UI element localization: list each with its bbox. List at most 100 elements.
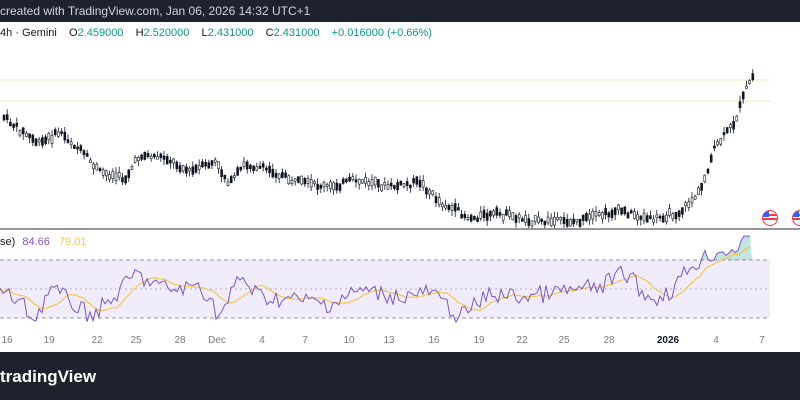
candle-body bbox=[377, 179, 380, 188]
candle-body bbox=[181, 165, 185, 172]
candle-body bbox=[703, 174, 707, 183]
candle-body bbox=[402, 183, 406, 188]
date-axis[interactable]: 16 19 22 25 28 Dec 4 7 10 13 16 19 22 25 28 2026 4 7 bbox=[0, 335, 800, 349]
candle-body bbox=[594, 211, 598, 217]
candle-body bbox=[316, 183, 319, 190]
candle-body bbox=[473, 216, 476, 221]
candle-body bbox=[335, 182, 339, 191]
close-label: C bbox=[265, 27, 274, 39]
candle-body bbox=[50, 135, 54, 144]
candle-body bbox=[741, 91, 745, 100]
candle-body bbox=[290, 179, 294, 184]
candle-body bbox=[204, 162, 207, 167]
candle-body bbox=[15, 122, 19, 127]
candle-body bbox=[47, 133, 51, 141]
candle-body bbox=[210, 160, 214, 166]
candle-body bbox=[197, 165, 201, 170]
close-value: 2.431000 bbox=[273, 27, 320, 39]
candle-body bbox=[729, 124, 732, 128]
candle-body bbox=[399, 180, 403, 186]
candle-body bbox=[367, 181, 371, 187]
candle-body bbox=[79, 145, 83, 151]
candle-body bbox=[188, 168, 191, 172]
candle-body bbox=[655, 214, 659, 218]
candle-body bbox=[137, 157, 140, 162]
date-tick: 28 bbox=[174, 335, 186, 346]
candle-body bbox=[89, 159, 92, 164]
candle-body bbox=[533, 215, 537, 222]
candle-body bbox=[476, 217, 479, 222]
candle-body bbox=[495, 207, 499, 216]
candle-body bbox=[617, 204, 620, 211]
top-credit-bar: created with TradingView.com, Jan 06, 20… bbox=[0, 0, 800, 22]
candle-body bbox=[111, 171, 115, 179]
candle-body bbox=[565, 219, 569, 227]
candle-body bbox=[719, 138, 723, 145]
candle-body bbox=[191, 166, 195, 175]
date-tick: 7 bbox=[759, 335, 765, 346]
candle-body bbox=[18, 130, 22, 136]
overbought-fill bbox=[700, 236, 752, 260]
candle-body bbox=[159, 153, 163, 158]
candle-body bbox=[373, 176, 377, 186]
candle-body bbox=[261, 163, 265, 168]
candle-body bbox=[178, 165, 182, 173]
candle-body bbox=[226, 181, 230, 186]
candle-body bbox=[92, 163, 95, 169]
candle-body bbox=[389, 182, 393, 187]
candle-body bbox=[674, 212, 678, 220]
candle-body bbox=[239, 166, 243, 171]
candle-body bbox=[591, 210, 595, 220]
us-flag-icon[interactable] bbox=[762, 210, 778, 226]
candle-body bbox=[2, 114, 6, 121]
candle-body bbox=[249, 164, 252, 169]
candle-body bbox=[185, 166, 188, 174]
candle-body bbox=[364, 177, 367, 184]
candle-body bbox=[329, 181, 332, 189]
candle-body bbox=[421, 180, 425, 188]
candle-body bbox=[668, 208, 671, 216]
rsi-ma-value: 79.01 bbox=[58, 236, 87, 248]
open-label: O bbox=[68, 27, 78, 39]
candle-body bbox=[306, 178, 310, 184]
candle-body bbox=[725, 127, 729, 134]
candle-body bbox=[85, 153, 89, 157]
candle-body bbox=[281, 172, 284, 179]
candle-body bbox=[73, 145, 76, 150]
candle-body bbox=[489, 210, 492, 217]
candle-body bbox=[447, 204, 451, 210]
candle-body bbox=[217, 161, 220, 169]
candle-body bbox=[268, 165, 271, 174]
candle-body bbox=[553, 216, 556, 226]
candle-body bbox=[82, 150, 86, 156]
candle-body bbox=[380, 184, 383, 192]
candle-body bbox=[463, 213, 467, 219]
candle-body bbox=[508, 210, 511, 217]
candle-body bbox=[537, 216, 540, 223]
candle-body bbox=[207, 162, 211, 169]
candle-body bbox=[665, 214, 668, 223]
candle-body bbox=[255, 166, 259, 171]
candle-body bbox=[575, 219, 579, 223]
date-tick: 16 bbox=[428, 335, 440, 346]
candle-body bbox=[101, 169, 105, 176]
rsi-value: 84.66 bbox=[22, 236, 50, 248]
rsi-line bbox=[0, 235, 751, 324]
candle-body bbox=[284, 172, 287, 178]
candle-body bbox=[114, 172, 118, 181]
candle-body bbox=[521, 218, 524, 222]
candle-body bbox=[530, 220, 534, 227]
candle-body bbox=[293, 178, 297, 182]
candle-body bbox=[613, 207, 617, 216]
candle-body bbox=[341, 178, 345, 184]
open-value: 2.459000 bbox=[77, 27, 124, 39]
candle-body bbox=[505, 209, 508, 216]
candle-body bbox=[498, 212, 502, 216]
candle-body bbox=[303, 178, 307, 185]
price-chart[interactable] bbox=[0, 22, 800, 335]
candle-body bbox=[386, 184, 390, 190]
candle-body bbox=[578, 218, 582, 227]
candle-body bbox=[169, 159, 172, 164]
candle-body bbox=[581, 214, 585, 221]
date-tick: 16 bbox=[1, 335, 13, 346]
